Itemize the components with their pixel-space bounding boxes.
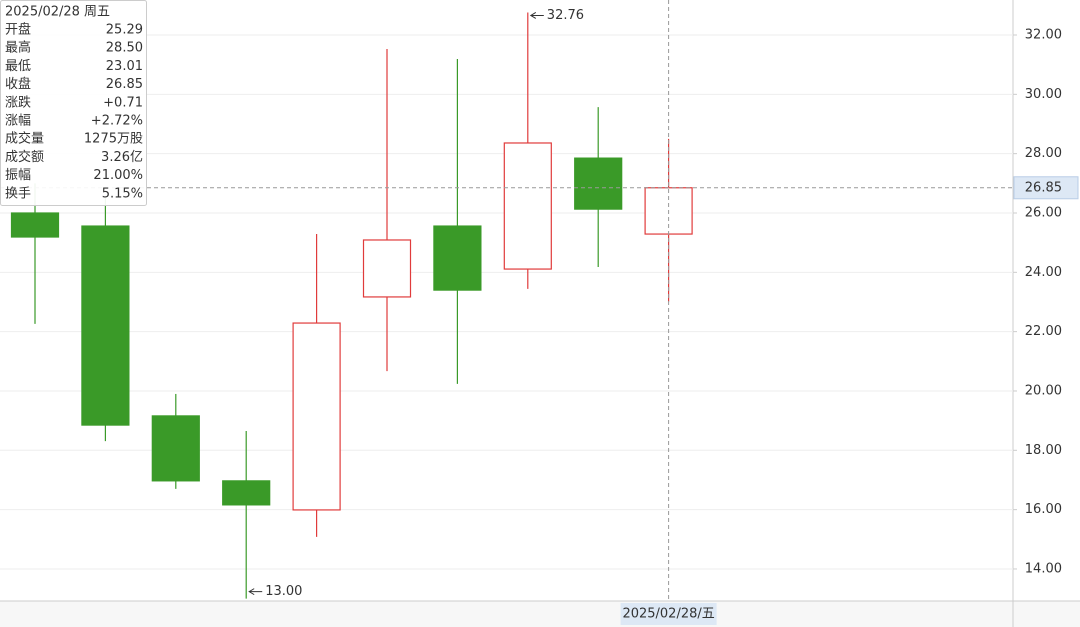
tooltip-row-value: 23.01 [106,59,143,74]
tooltip-row-value: 25.29 [106,23,143,38]
candle-body [362,239,412,298]
y-tick-label: 16.00 [1025,502,1062,517]
y-tick-label: 30.00 [1025,87,1062,102]
annotation-arrow [529,12,544,19]
candle-body [292,322,341,511]
candle-body [433,225,482,291]
tooltip-row-value: 1275万股 [84,132,143,147]
candle-body [503,142,552,270]
y-tick-label: 32.00 [1025,28,1062,43]
annotation-label: 32.76 [547,8,584,23]
tooltip-row-label: 收盘 [5,76,31,92]
tooltip-row-value: 28.50 [106,41,143,56]
tooltip-row-value: 21.00% [93,168,143,183]
tooltip-box [0,0,147,206]
x-label-box [620,603,717,625]
tooltip-row-value: +2.72% [91,114,143,129]
tooltip-row-value: 26.85 [106,77,143,92]
tooltip-row-label: 开盘 [5,22,31,38]
tooltip-row-label: 换手 [5,186,31,201]
tooltip-row-label: 成交额 [5,149,44,165]
candle-body [574,157,623,210]
y-tick-label: 28.00 [1025,146,1062,161]
tooltip-row-label: 涨跌 [5,94,31,110]
crosshair-price-box [1013,176,1079,200]
tooltip-row-label: 成交量 [5,131,44,147]
x-axis-strip [0,601,1080,627]
y-tick-label: 20.00 [1025,383,1062,398]
tooltip-row-value: +0.71 [103,95,143,110]
tooltip-row-label: 最高 [5,40,31,56]
tooltip-row-value: 3.26亿 [101,150,143,165]
candle-body [151,415,200,482]
candle-body [81,225,130,426]
tooltip-row-label: 涨幅 [5,114,31,129]
candle-body [10,212,60,238]
y-tick-label: 18.00 [1025,443,1062,458]
annotation-label: 13.00 [265,584,302,599]
y-tick-label: 24.00 [1025,265,1062,280]
tooltip-row-value: 5.15% [102,186,143,201]
annotation-arrow [248,588,263,596]
tooltip-row-label: 最低 [5,59,31,74]
tooltip-row-label: 振幅 [5,168,31,183]
y-tick-label: 26.00 [1025,205,1062,220]
x-tick-label: 2025/02/28/五 [622,607,714,622]
tooltip-title: 2025/02/28 周五 [5,5,110,20]
y-tick-label: 14.00 [1025,561,1062,576]
candle-body [222,480,271,506]
y-tick-label: 22.00 [1025,324,1062,339]
crosshair-price-label: 26.85 [1025,180,1062,195]
